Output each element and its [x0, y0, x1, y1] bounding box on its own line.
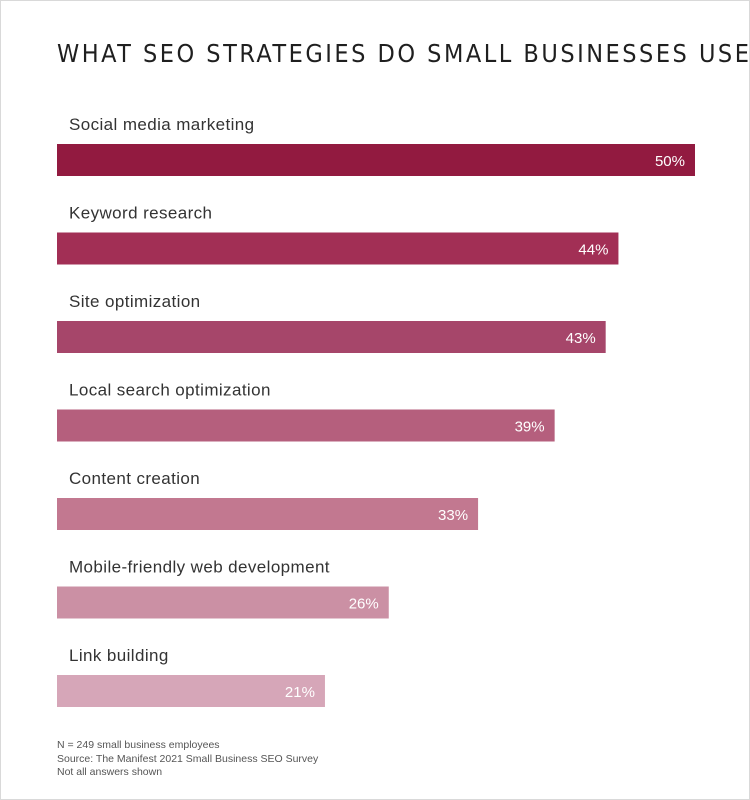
- bar-chart: Social media marketing 50% Keyword researc…: [57, 115, 695, 707]
- source-note: Source: The Manifest 2021 Small Business…: [57, 752, 319, 765]
- category-label: Mobile-friendly web development: [69, 558, 330, 577]
- bar: [57, 409, 555, 442]
- bar: [57, 144, 695, 176]
- category-label: Social media marketing: [69, 115, 255, 134]
- category-label: Link building: [69, 646, 169, 665]
- value-label: 21%: [285, 684, 315, 701]
- chart-notes: N = 249 small business employees Source:…: [57, 739, 318, 780]
- disclaimer-note: Not all answers shown: [57, 766, 163, 778]
- category-label: Site optimization: [69, 292, 201, 311]
- value-label: 39%: [515, 419, 545, 436]
- bar: [57, 675, 325, 707]
- value-label: 44%: [578, 242, 608, 259]
- value-label: 43%: [566, 330, 596, 347]
- sample-note: N = 249 small business employees: [57, 739, 220, 751]
- value-label: 26%: [349, 596, 379, 613]
- category-label: Content creation: [69, 469, 200, 488]
- bar: [57, 232, 619, 265]
- bar: [57, 498, 479, 530]
- category-label: Local search optimization: [69, 381, 271, 400]
- value-label: 33%: [438, 507, 468, 524]
- bar: [57, 321, 606, 353]
- chart-title: WHAT SEO STRATEGIES DO SMALL BUSINESSES …: [57, 39, 750, 68]
- bar: [57, 586, 389, 619]
- value-label: 50%: [655, 153, 685, 170]
- category-label: Keyword research: [69, 204, 212, 223]
